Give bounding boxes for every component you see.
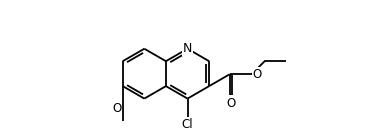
Text: O: O (113, 102, 122, 115)
Text: O: O (253, 68, 262, 81)
Text: N: N (183, 42, 192, 55)
Text: Cl: Cl (182, 118, 194, 131)
Text: O: O (226, 98, 236, 110)
